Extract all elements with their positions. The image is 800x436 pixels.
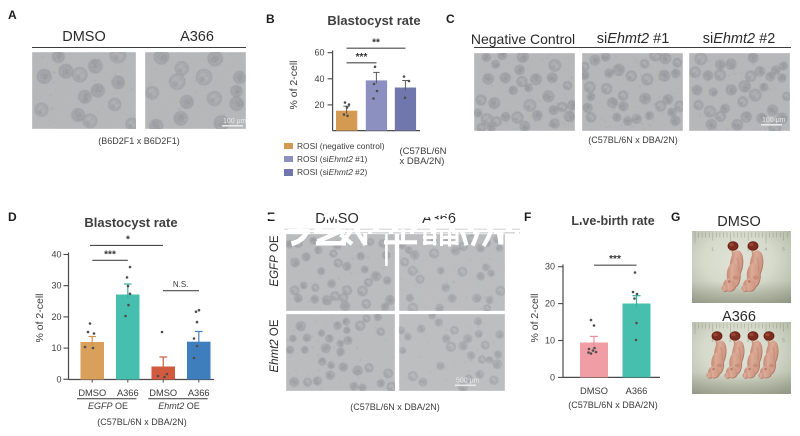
svg-text:4: 4 (765, 338, 768, 343)
svg-text:3: 3 (747, 247, 750, 252)
svg-text:4: 4 (765, 247, 768, 252)
svg-text:10: 10 (545, 336, 555, 346)
svg-text:2: 2 (729, 338, 732, 343)
svg-text:N.S.: N.S. (173, 280, 189, 289)
svg-text:100 μm: 100 μm (762, 117, 786, 124)
svg-text:20: 20 (314, 100, 324, 110)
svg-text:20: 20 (51, 312, 61, 322)
svg-text:5: 5 (782, 338, 785, 343)
svg-text:*: * (126, 235, 130, 246)
svg-text:***: *** (609, 254, 621, 265)
svg-text:40: 40 (51, 250, 61, 260)
svg-text:10: 10 (51, 343, 61, 353)
svg-text:20: 20 (545, 299, 555, 309)
svg-text:30: 30 (51, 281, 61, 291)
svg-text:5: 5 (782, 247, 785, 252)
svg-text:0: 0 (56, 374, 61, 384)
svg-text:3: 3 (747, 338, 750, 343)
svg-text:500 μm: 500 μm (456, 377, 480, 384)
svg-text:**: ** (372, 38, 380, 49)
svg-text:30: 30 (545, 262, 555, 272)
svg-text:40: 40 (314, 74, 324, 84)
svg-text:60: 60 (314, 48, 324, 58)
svg-text:1: 1 (711, 338, 714, 343)
svg-text:1: 1 (711, 247, 714, 252)
svg-text:***: *** (356, 52, 368, 63)
svg-text:***: *** (104, 250, 116, 261)
svg-text:0: 0 (550, 372, 555, 382)
svg-text:100 μm: 100 μm (223, 118, 246, 125)
